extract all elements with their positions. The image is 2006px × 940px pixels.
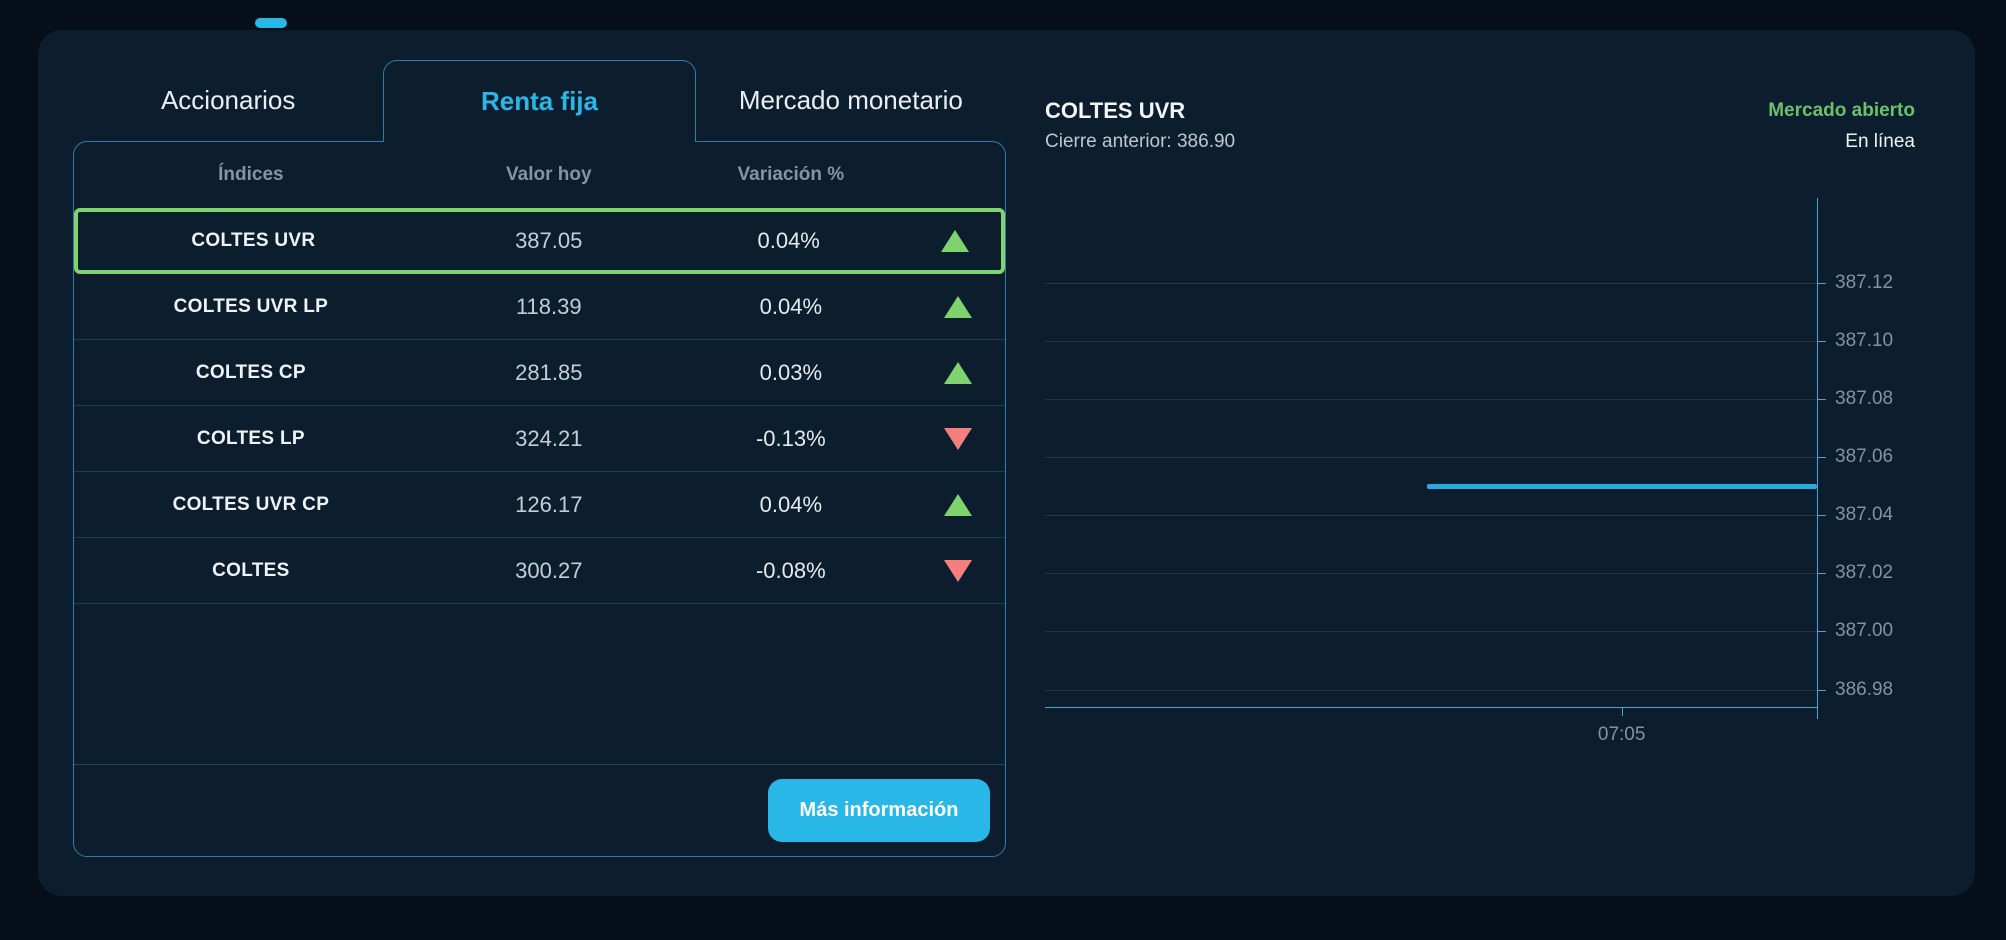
tab-accionarios[interactable]: Accionarios bbox=[160, 85, 296, 115]
panel-spacer bbox=[74, 604, 1005, 764]
gridline bbox=[1045, 340, 1817, 342]
triangle-down-icon bbox=[944, 427, 973, 450]
tab-renta-fija[interactable]: Renta fija bbox=[383, 60, 696, 142]
gridline bbox=[1045, 573, 1817, 575]
more-info-button[interactable]: Más información bbox=[768, 779, 990, 842]
gridline bbox=[1045, 631, 1817, 633]
price-chart: 387.12 387.10 387.08 387.06 387.04 387.02 387.… bbox=[1045, 198, 1893, 745]
index-name: COLTES CP bbox=[195, 361, 306, 383]
table-body: COLTES UVR 387.05 0.04% COLTES UVR LP 11… bbox=[74, 208, 1005, 604]
x-axis bbox=[1045, 707, 1818, 708]
y-tick-label: 387.06 bbox=[1835, 446, 1894, 468]
index-value: 281.85 bbox=[515, 359, 583, 385]
y-axis-tick bbox=[1817, 457, 1826, 459]
index-value: 324.21 bbox=[515, 425, 583, 451]
connection-status: En línea bbox=[1845, 131, 1915, 152]
triangle-up-icon bbox=[940, 230, 969, 252]
table-header-row: Índices Valor hoy Variación % bbox=[74, 142, 1005, 208]
indices-section: Accionarios Renta fija Mercado monetario… bbox=[73, 60, 1006, 857]
column-header-variacion: Variación % bbox=[737, 164, 845, 185]
gridline bbox=[1045, 282, 1817, 284]
y-axis-tick bbox=[1817, 573, 1826, 575]
trend-cell bbox=[912, 427, 1005, 450]
y-axis bbox=[1817, 198, 1818, 719]
price-line bbox=[1427, 484, 1817, 490]
gridline bbox=[1045, 398, 1817, 400]
tab-bar: Accionarios Renta fija Mercado monetario bbox=[73, 60, 1006, 142]
market-status-badge: Mercado abierto bbox=[1768, 100, 1915, 121]
gridline bbox=[1045, 689, 1817, 691]
table-row[interactable]: COLTES 300.27 -0.08% bbox=[74, 538, 1005, 604]
index-change: -0.13% bbox=[755, 425, 826, 451]
index-value: 118.39 bbox=[515, 293, 582, 319]
y-axis-tick bbox=[1817, 340, 1826, 342]
market-widget-card: Accionarios Renta fija Mercado monetario… bbox=[38, 18, 1975, 896]
triangle-up-icon bbox=[944, 361, 973, 384]
y-tick-label: 387.12 bbox=[1835, 271, 1894, 293]
panel-footer: Más información bbox=[74, 764, 1005, 856]
y-tick-label: 387.08 bbox=[1835, 387, 1894, 409]
x-axis-tick bbox=[1621, 707, 1623, 716]
index-change: 0.04% bbox=[757, 228, 820, 253]
tab-mercado-monetario[interactable]: Mercado monetario bbox=[738, 85, 963, 115]
index-change: 0.04% bbox=[759, 293, 823, 319]
trend-cell bbox=[912, 295, 1005, 318]
table-row[interactable]: COLTES UVR CP 126.17 0.04% bbox=[74, 472, 1005, 538]
trend-cell bbox=[912, 559, 1005, 582]
index-name: COLTES UVR LP bbox=[173, 295, 329, 317]
index-name: COLTES UVR bbox=[191, 230, 316, 251]
column-header-valor-hoy: Valor hoy bbox=[506, 164, 592, 185]
index-value: 300.27 bbox=[515, 557, 583, 583]
y-tick-label: 387.00 bbox=[1835, 620, 1894, 642]
table-row[interactable]: COLTES UVR LP 118.39 0.04% bbox=[74, 274, 1005, 340]
y-tick-label: 387.02 bbox=[1835, 562, 1894, 584]
gridline bbox=[1045, 457, 1817, 459]
quote-header: COLTES UVR Cierre anterior: 386.90 Merca… bbox=[1045, 95, 1915, 157]
quote-section: COLTES UVR Cierre anterior: 386.90 Merca… bbox=[1045, 95, 1915, 875]
trend-cell bbox=[909, 230, 1001, 252]
table-row[interactable]: COLTES UVR 387.05 0.04% bbox=[74, 208, 1005, 274]
triangle-up-icon bbox=[944, 295, 973, 318]
index-name: COLTES LP bbox=[196, 427, 305, 449]
trend-cell bbox=[912, 361, 1005, 384]
previous-close-text: Cierre anterior: 386.90 bbox=[1045, 131, 1236, 152]
index-name: COLTES bbox=[212, 559, 290, 581]
index-name: COLTES UVR CP bbox=[172, 493, 330, 515]
table-row[interactable]: COLTES CP 281.85 0.03% bbox=[74, 340, 1005, 406]
trend-cell bbox=[912, 493, 1005, 516]
y-tick-label: 386.98 bbox=[1835, 678, 1894, 700]
index-change: 0.03% bbox=[759, 359, 823, 385]
index-change: 0.04% bbox=[759, 491, 823, 517]
y-tick-label: 387.10 bbox=[1835, 329, 1894, 351]
gridline bbox=[1045, 515, 1817, 517]
indices-panel: Índices Valor hoy Variación % COLTES UVR… bbox=[73, 141, 1006, 857]
x-tick-label: 07:05 bbox=[1597, 724, 1646, 745]
y-axis-tick bbox=[1817, 689, 1826, 691]
column-header-indices: Índices bbox=[218, 164, 284, 185]
top-accent-indicator bbox=[255, 18, 287, 28]
index-change: -0.08% bbox=[755, 557, 826, 583]
y-axis-tick bbox=[1817, 631, 1826, 633]
quote-title: COLTES UVR bbox=[1045, 98, 1186, 123]
y-axis-tick bbox=[1817, 515, 1826, 517]
y-axis-tick bbox=[1817, 398, 1826, 400]
y-tick-label: 387.04 bbox=[1835, 504, 1894, 526]
table-row[interactable]: COLTES LP 324.21 -0.13% bbox=[74, 406, 1005, 472]
triangle-up-icon bbox=[944, 493, 973, 516]
index-value: 126.17 bbox=[515, 491, 583, 517]
y-axis-tick bbox=[1817, 282, 1826, 284]
index-value: 387.05 bbox=[515, 228, 583, 253]
triangle-down-icon bbox=[944, 559, 973, 582]
